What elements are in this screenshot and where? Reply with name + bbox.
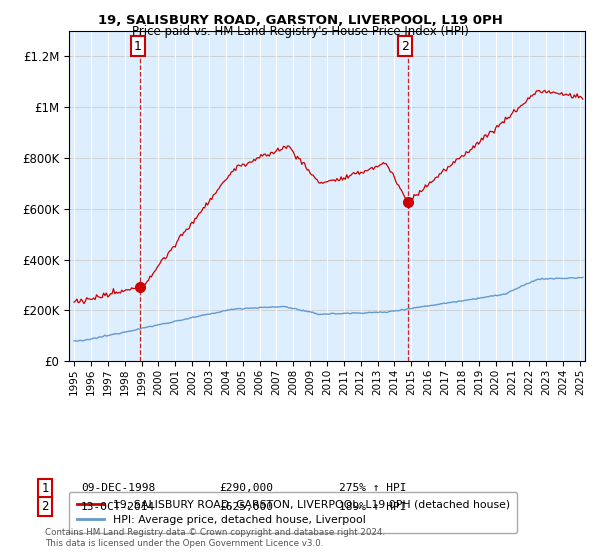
Legend: 19, SALISBURY ROAD, GARSTON, LIVERPOOL, L19 0PH (detached house), HPI: Average p: 19, SALISBURY ROAD, GARSTON, LIVERPOOL, … — [69, 492, 517, 533]
Text: 2: 2 — [401, 40, 409, 53]
Text: £625,000: £625,000 — [219, 502, 273, 512]
Text: 189% ↑ HPI: 189% ↑ HPI — [339, 502, 407, 512]
Text: 13-OCT-2014: 13-OCT-2014 — [81, 502, 155, 512]
Text: Price paid vs. HM Land Registry's House Price Index (HPI): Price paid vs. HM Land Registry's House … — [131, 25, 469, 38]
Text: 19, SALISBURY ROAD, GARSTON, LIVERPOOL, L19 0PH: 19, SALISBURY ROAD, GARSTON, LIVERPOOL, … — [98, 14, 502, 27]
Text: 275% ↑ HPI: 275% ↑ HPI — [339, 483, 407, 493]
Text: 09-DEC-1998: 09-DEC-1998 — [81, 483, 155, 493]
Text: 1: 1 — [41, 482, 49, 495]
Text: 1: 1 — [134, 40, 142, 53]
Text: Contains HM Land Registry data © Crown copyright and database right 2024.
This d: Contains HM Land Registry data © Crown c… — [45, 528, 385, 548]
Text: £290,000: £290,000 — [219, 483, 273, 493]
Text: 2: 2 — [41, 500, 49, 514]
